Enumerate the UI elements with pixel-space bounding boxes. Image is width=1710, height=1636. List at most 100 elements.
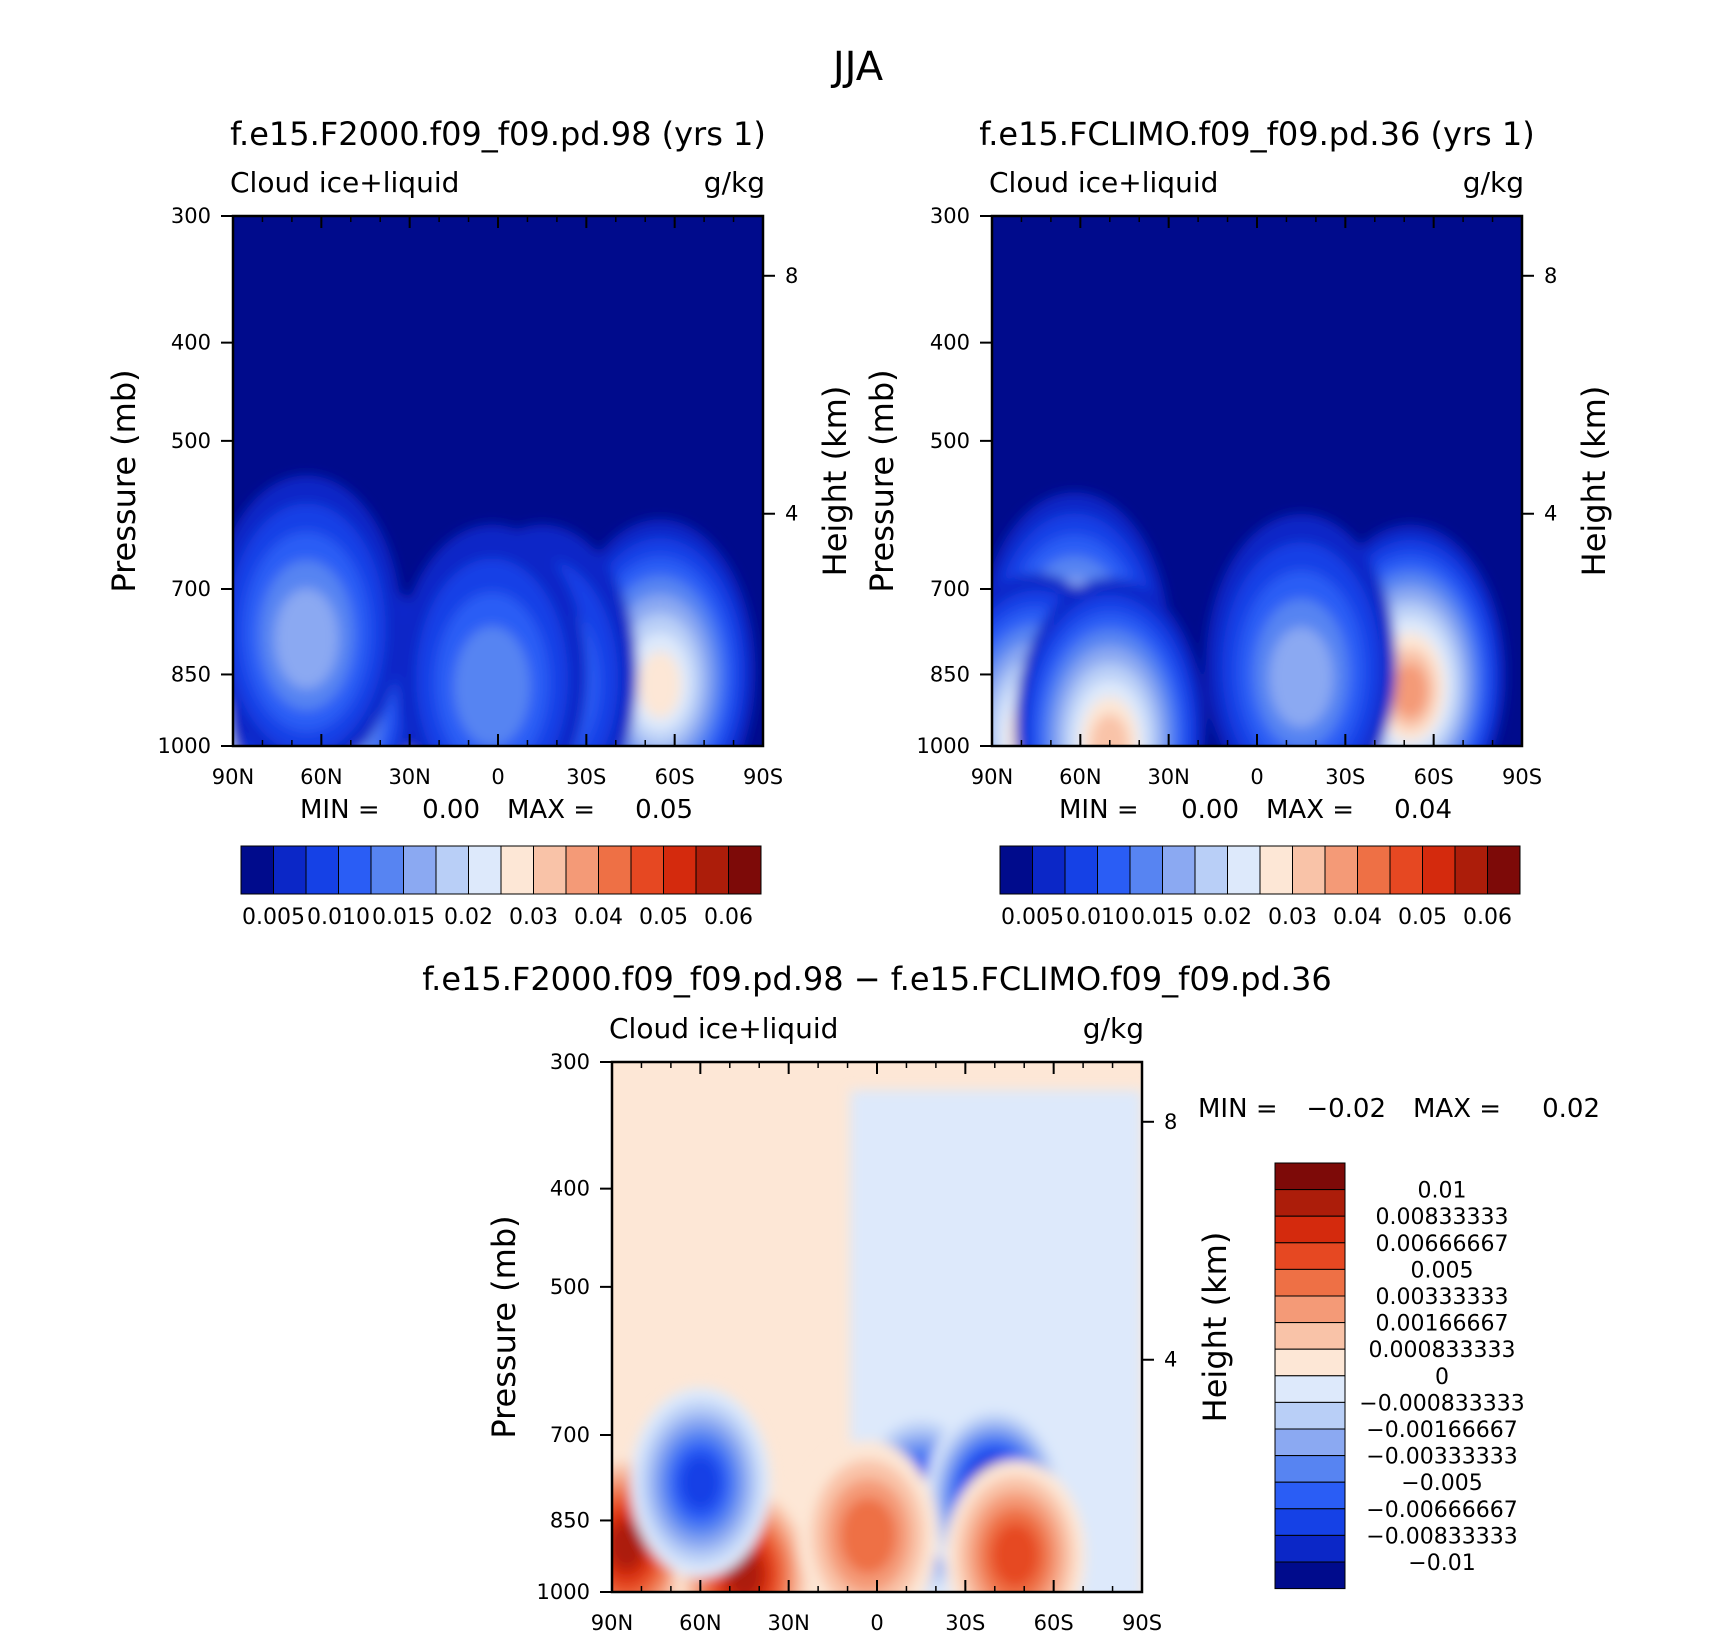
colorbar-label: 0.00833333 <box>1376 1205 1509 1230</box>
colorbar-swatch <box>1259 845 1293 895</box>
x-tick-label: 90N <box>212 765 254 789</box>
x-tick-label: 60N <box>679 1611 721 1635</box>
max-value: 0.04 <box>1394 795 1452 825</box>
colorbar-label: 0.005 <box>1411 1258 1474 1283</box>
colorbar-vertical: 0.010.008333330.006666670.0050.003333330… <box>1274 1162 1525 1590</box>
colorbar-label: −0.00833333 <box>1366 1524 1517 1549</box>
x-tick-label: 30N <box>388 765 430 789</box>
units-label: g/kg <box>1083 1012 1144 1045</box>
colorbar-swatch <box>1032 845 1066 895</box>
colorbar-swatch <box>1274 1162 1346 1191</box>
y-axis-label: Pressure (mb) <box>105 369 143 592</box>
y-right-tick-label: 8 <box>1164 1110 1177 1134</box>
colorbar-swatch <box>1292 845 1326 895</box>
variable-label: Cloud ice+liquid <box>609 1012 838 1045</box>
colorbar-swatch <box>1274 1215 1346 1244</box>
y-tick-label: 300 <box>171 204 211 228</box>
y-tick-label: 700 <box>550 1423 590 1447</box>
panel-title: f.e15.F2000.f09_f09.pd.98 (yrs 1) <box>230 115 766 153</box>
x-tick-label: 60N <box>300 765 342 789</box>
x-tick-label: 30S <box>945 1611 985 1635</box>
colorbar-swatch <box>1274 1348 1346 1377</box>
min-label: MIN = <box>1198 1094 1278 1124</box>
colorbar-swatch <box>1274 1375 1346 1403</box>
colorbar-label: 0.04 <box>1333 905 1382 930</box>
min-label: MIN = <box>300 795 380 825</box>
colorbar-swatch <box>1274 1481 1346 1510</box>
y-tick-label: 500 <box>171 429 211 453</box>
x-tick-label: 60S <box>1414 765 1454 789</box>
y-axis-label: Pressure (mb) <box>485 1215 523 1438</box>
colorbar-swatch <box>435 845 469 895</box>
max-label: MAX = <box>1413 1094 1501 1124</box>
colorbar-swatch <box>305 845 339 895</box>
colorbar-swatch <box>1274 1295 1346 1324</box>
colorbar: 0.005 0.010 0.015 0.02 0.03 0.04 0.05 0.06 <box>240 845 762 930</box>
colorbar-swatch <box>1324 845 1358 895</box>
colorbar-label: 0.06 <box>704 905 753 930</box>
colorbar-swatch <box>598 845 632 895</box>
y-tick-label: 700 <box>930 577 970 601</box>
figure-title: JJA <box>830 44 884 90</box>
contour-level <box>680 1455 721 1510</box>
min-value: −0.02 <box>1306 1094 1386 1124</box>
colorbar-label: 0.005 <box>242 905 305 930</box>
variable-label: Cloud ice+liquid <box>230 166 459 199</box>
y-tick-label: 400 <box>930 331 970 355</box>
max-value: 0.02 <box>1542 1094 1600 1124</box>
colorbar-swatch <box>468 845 502 895</box>
axes: 90N 60N 30N 0 30S 60S 90S 300 400 500 700 850 1000 8 4 <box>537 1050 1178 1635</box>
colorbar-label: −0.00666667 <box>1366 1498 1517 1523</box>
x-tick-label: 30S <box>1325 765 1365 789</box>
axes: 90N 60N 30N 0 30S 60S 90S 300 400 500 700 850 1000 8 4 <box>917 204 1558 789</box>
y-right-tick-label: 4 <box>785 502 798 526</box>
max-label: MAX = <box>507 795 595 825</box>
colorbar-swatch <box>1274 1561 1346 1590</box>
colorbar-label: 0.06 <box>1463 905 1512 930</box>
panel-bottom-difference: f.e15.F2000.f09_f09.pd.98 − f.e15.FCLIMO… <box>422 960 1600 1635</box>
colorbar-label: −0.00166667 <box>1366 1418 1517 1443</box>
contour-level <box>454 626 531 746</box>
colorbar-swatch <box>240 845 274 895</box>
colorbar-swatch <box>630 845 664 895</box>
x-tick-label: 90S <box>1122 1611 1162 1635</box>
y-right-tick-label: 4 <box>1164 1348 1177 1372</box>
x-tick-label: 30N <box>767 1611 809 1635</box>
colorbar-label: 0.00166667 <box>1376 1312 1509 1337</box>
y-tick-label: 300 <box>550 1050 590 1074</box>
panel-top-left: f.e15.F2000.f09_f09.pd.98 (yrs 1) Cloud … <box>105 115 854 930</box>
contour-level <box>612 1521 645 1570</box>
colorbar-swatch <box>728 845 762 895</box>
colorbar-label: 0.000833333 <box>1369 1338 1516 1363</box>
y-tick-label: 1000 <box>158 734 211 758</box>
y-tick-label: 850 <box>930 662 970 686</box>
y-tick-label: 300 <box>930 204 970 228</box>
colorbar-swatch <box>565 845 599 895</box>
colorbar-label: 0.03 <box>1268 905 1317 930</box>
contour-level <box>1090 714 1129 746</box>
x-tick-label: 90N <box>591 1611 633 1635</box>
y-axis-right-label: Height (km) <box>1196 1232 1234 1423</box>
colorbar-swatch <box>1274 1401 1346 1430</box>
y-tick-label: 500 <box>930 429 970 453</box>
y-tick-label: 1000 <box>917 734 970 758</box>
x-tick-label: 0 <box>1250 765 1263 789</box>
colorbar-label: 0.015 <box>372 905 435 930</box>
colorbar-label: 0.015 <box>1131 905 1194 930</box>
max-value: 0.05 <box>635 795 693 825</box>
colorbar-label: 0.03 <box>509 905 558 930</box>
plot-area <box>612 1062 1142 1592</box>
min-label: MIN = <box>1059 795 1139 825</box>
colorbar-label: 0.01 <box>1418 1179 1467 1204</box>
colorbar-swatch <box>370 845 404 895</box>
colorbar-label: 0.05 <box>1398 905 1447 930</box>
y-tick-label: 850 <box>550 1508 590 1532</box>
contour-fill <box>612 1090 1142 1592</box>
y-tick-label: 500 <box>550 1275 590 1299</box>
colorbar-swatch <box>999 845 1033 895</box>
variable-label: Cloud ice+liquid <box>989 166 1218 199</box>
colorbar-label: 0.010 <box>1066 905 1129 930</box>
y-right-tick-label: 8 <box>785 264 798 288</box>
colorbar-label: 0.00666667 <box>1376 1232 1509 1257</box>
y-axis-right-label: Height (km) <box>1575 386 1613 577</box>
